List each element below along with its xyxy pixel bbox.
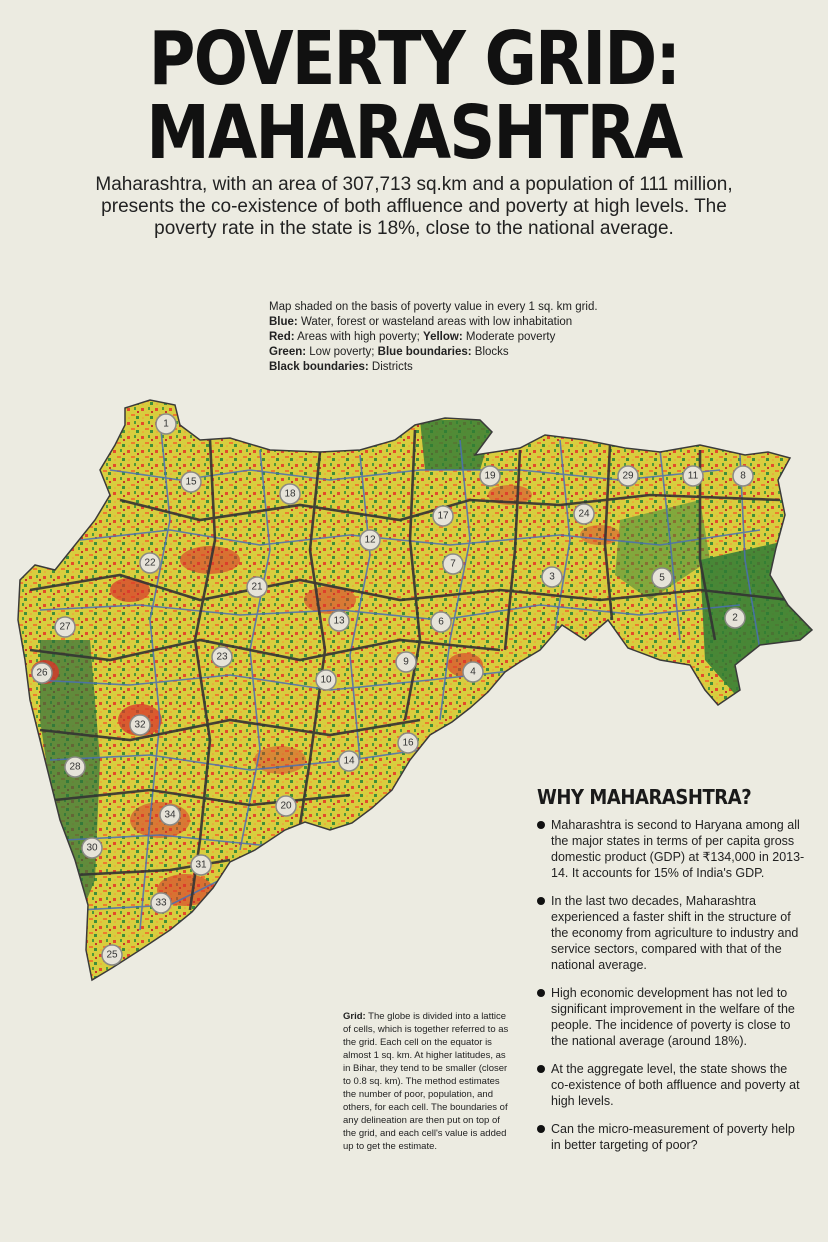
why-point-2: In the last two decades, Maharashtra exp… — [537, 893, 807, 973]
district-marker-23 — [211, 646, 233, 668]
district-marker-17 — [432, 505, 454, 527]
district-marker-5 — [651, 567, 673, 589]
district-marker-16 — [397, 732, 419, 754]
district-number-31: 31 — [195, 860, 207, 871]
district-marker-30 — [81, 837, 103, 859]
poverty-grid-map: 1 15 18 19 29 11 8 24 17 12 22 21 7 3 5 2 13 6 27 23 26 9 4 10 3… — [17, 399, 813, 981]
district-number-13: 13 — [333, 616, 345, 627]
district-number-4: 4 — [470, 667, 476, 678]
intro-paragraph: Maharashtra, with an area of 307,713 sq.… — [95, 174, 733, 239]
district-marker-18 — [279, 483, 301, 505]
district-number-11: 11 — [688, 471, 699, 482]
district-number-8: 8 — [740, 471, 746, 482]
district-marker-4 — [462, 661, 484, 683]
district-marker-19 — [479, 465, 501, 487]
district-marker-6 — [430, 611, 452, 633]
district-marker-28 — [64, 756, 86, 778]
district-number-34: 34 — [164, 810, 176, 821]
district-marker-10 — [315, 669, 337, 691]
district-marker-31 — [190, 854, 212, 876]
district-number-26: 26 — [36, 668, 48, 679]
title-line-1: POVERTY GRID: — [148, 16, 681, 102]
district-marker-7 — [442, 553, 464, 575]
district-number-25: 25 — [106, 950, 118, 961]
district-marker-21 — [246, 576, 268, 598]
district-number-6: 6 — [438, 617, 444, 628]
district-number-7: 7 — [450, 559, 456, 570]
why-point-1: Maharashtra is second to Haryana among a… — [537, 817, 807, 881]
district-marker-15 — [180, 471, 202, 493]
district-number-10: 10 — [320, 675, 332, 686]
district-marker-2 — [724, 607, 746, 629]
legend-line-green-blocks: Green: Low poverty; Blue boundaries: Blo… — [269, 346, 509, 358]
legend-line-districts: Black boundaries: Districts — [269, 361, 413, 373]
district-marker-3 — [541, 566, 563, 588]
district-number-30: 30 — [86, 843, 98, 854]
district-marker-29 — [617, 465, 639, 487]
district-number-24: 24 — [578, 509, 590, 520]
legend-line-red-yellow: Red: Areas with high poverty; Yellow: Mo… — [269, 331, 556, 343]
why-point-3: High economic development has not led to… — [537, 985, 807, 1049]
district-number-21: 21 — [251, 582, 263, 593]
district-number-14: 14 — [343, 756, 355, 767]
district-number-29: 29 — [622, 471, 634, 482]
district-number-33: 33 — [155, 898, 167, 909]
district-number-3: 3 — [549, 572, 555, 583]
district-marker-32 — [129, 714, 151, 736]
district-number-2: 2 — [732, 613, 738, 624]
district-number-12: 12 — [364, 535, 376, 546]
district-marker-34 — [159, 804, 181, 826]
district-marker-1 — [155, 413, 177, 435]
why-maharashtra-panel: WHY MAHARASHTRA? Maharashtra is second t… — [537, 785, 807, 1165]
district-marker-26 — [31, 662, 53, 684]
map-legend: Map shaded on the basis of poverty value… — [269, 300, 599, 375]
district-marker-27 — [54, 616, 76, 638]
legend-line-blue: Blue: Water, forest or wasteland areas w… — [269, 316, 573, 328]
district-marker-8 — [732, 465, 754, 487]
district-number-16: 16 — [402, 738, 414, 749]
district-marker-22 — [139, 552, 161, 574]
why-heading: WHY MAHARASHTRA? — [537, 785, 752, 809]
district-markers: 1 15 18 19 29 11 8 24 17 12 22 21 7 3 5 2 13 6 27 23 26 9 4 10 3… — [31, 413, 754, 966]
district-marker-11 — [682, 465, 704, 487]
district-marker-13 — [328, 610, 350, 632]
title-line-2: MAHARASHTRA — [146, 90, 683, 176]
district-number-27: 27 — [59, 622, 71, 633]
district-number-18: 18 — [284, 489, 296, 500]
district-number-28: 28 — [69, 762, 81, 773]
why-point-4: At the aggregate level, the state shows … — [537, 1061, 807, 1109]
district-number-15: 15 — [185, 477, 197, 488]
why-point-5: Can the micro-measurement of poverty hel… — [537, 1121, 807, 1153]
district-marker-33 — [150, 892, 172, 914]
district-number-5: 5 — [659, 573, 665, 584]
district-number-19: 19 — [484, 471, 496, 482]
district-marker-12 — [359, 529, 381, 551]
district-marker-25 — [101, 944, 123, 966]
district-number-9: 9 — [403, 657, 409, 668]
grid-note: Grid: The globe is divided into a lattic… — [343, 1011, 509, 1152]
district-marker-14 — [338, 750, 360, 772]
district-marker-9 — [395, 651, 417, 673]
district-marker-24 — [573, 503, 595, 525]
district-number-20: 20 — [280, 801, 292, 812]
district-number-17: 17 — [437, 511, 449, 522]
district-number-1: 1 — [163, 419, 169, 430]
legend-line-1: Map shaded on the basis of poverty value… — [269, 301, 598, 313]
district-marker-20 — [275, 795, 297, 817]
district-number-23: 23 — [216, 652, 228, 663]
district-number-22: 22 — [144, 558, 156, 569]
district-number-32: 32 — [134, 720, 146, 731]
